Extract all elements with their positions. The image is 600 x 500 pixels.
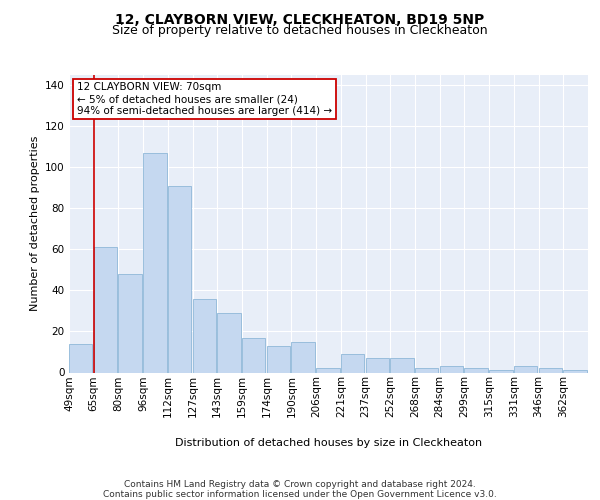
Bar xyxy=(341,354,364,372)
Text: Distribution of detached houses by size in Cleckheaton: Distribution of detached houses by size … xyxy=(175,438,482,448)
Bar xyxy=(143,153,167,372)
Bar xyxy=(390,358,414,372)
Bar xyxy=(69,344,92,372)
Text: Contains HM Land Registry data © Crown copyright and database right 2024.
Contai: Contains HM Land Registry data © Crown c… xyxy=(103,480,497,499)
Bar xyxy=(242,338,265,372)
Bar xyxy=(267,346,290,372)
Bar xyxy=(489,370,512,372)
Text: 12, CLAYBORN VIEW, CLECKHEATON, BD19 5NP: 12, CLAYBORN VIEW, CLECKHEATON, BD19 5NP xyxy=(115,12,485,26)
Bar xyxy=(193,298,216,372)
Bar xyxy=(464,368,488,372)
Bar xyxy=(563,370,587,372)
Bar xyxy=(292,342,315,372)
Y-axis label: Number of detached properties: Number of detached properties xyxy=(29,136,40,312)
Bar xyxy=(217,313,241,372)
Bar xyxy=(514,366,538,372)
Text: 12 CLAYBORN VIEW: 70sqm
← 5% of detached houses are smaller (24)
94% of semi-det: 12 CLAYBORN VIEW: 70sqm ← 5% of detached… xyxy=(77,82,332,116)
Bar xyxy=(440,366,463,372)
Bar xyxy=(118,274,142,372)
Text: Size of property relative to detached houses in Cleckheaton: Size of property relative to detached ho… xyxy=(112,24,488,37)
Bar xyxy=(94,248,117,372)
Bar xyxy=(316,368,340,372)
Bar xyxy=(168,186,191,372)
Bar xyxy=(365,358,389,372)
Bar xyxy=(415,368,439,372)
Bar xyxy=(539,368,562,372)
